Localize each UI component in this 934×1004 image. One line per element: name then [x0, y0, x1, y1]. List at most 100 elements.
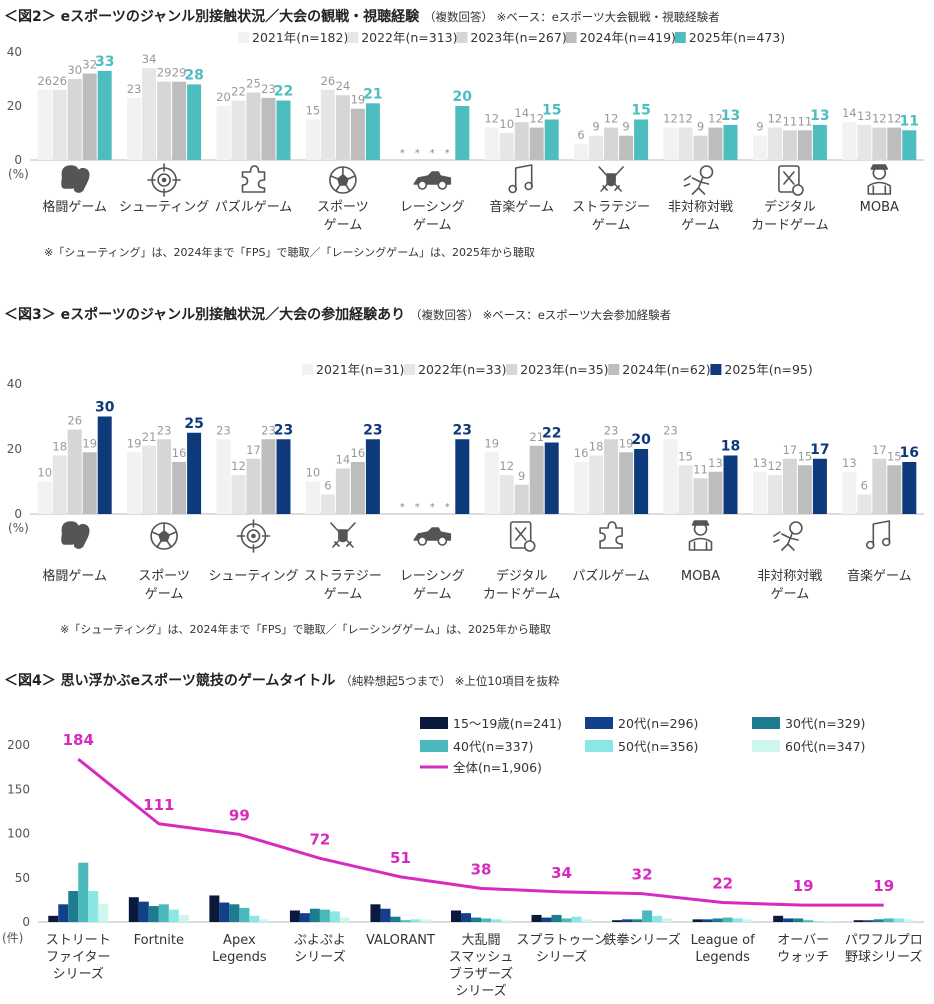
data-label: 25 [246, 77, 261, 91]
bar [370, 904, 381, 922]
legend-label: 2022年(n=313) [361, 30, 457, 45]
line-data-label: 34 [551, 864, 572, 882]
bar [634, 119, 649, 160]
puzzle-icon [241, 165, 266, 193]
category-label: シリーズ [294, 949, 345, 965]
bar [276, 439, 291, 514]
bar [88, 891, 99, 922]
bar [708, 471, 723, 514]
data-label: 21 [529, 430, 544, 444]
bar [752, 471, 767, 514]
data-label: 12 [231, 459, 246, 473]
bar [722, 917, 733, 922]
category-label: ストラテジー [572, 200, 650, 215]
bar [663, 439, 678, 514]
category-label: League of [691, 933, 756, 948]
data-label: 6 [577, 128, 584, 142]
bar [872, 127, 887, 160]
fig2-title: ＜図2＞ eスポーツのジャンル別接触状況／大会の観戦・視聴経験 （複数回答） ※… [4, 9, 720, 25]
line-data-label: 19 [873, 877, 894, 895]
category-label: レーシング [400, 200, 465, 215]
bar [551, 914, 562, 922]
data-label: 11 [783, 114, 798, 128]
category-label: Legends [695, 950, 750, 965]
bar [541, 917, 552, 922]
data-label: 12 [768, 112, 783, 126]
bar [531, 914, 542, 922]
bar [37, 481, 52, 514]
data-label: 22 [231, 85, 246, 99]
bar [883, 918, 894, 922]
boxing-glove-icon-part [73, 523, 90, 549]
line-data-label: 51 [390, 849, 411, 867]
card-game-icon-part [783, 171, 795, 185]
category-label: 音楽ゲーム [847, 568, 912, 584]
boxing-glove-icon-part [73, 167, 90, 193]
boxing-glove-icon [61, 521, 90, 549]
bar [67, 79, 82, 160]
bar [712, 918, 723, 922]
soccer-ball-icon-part [151, 522, 177, 548]
category-label: ストリート [46, 933, 111, 948]
legend-swatch [506, 364, 518, 375]
bar [872, 458, 887, 514]
category-label: MOBA [860, 200, 899, 215]
music-note-icon-part [881, 537, 891, 547]
fig2-y-tick: 40 [7, 45, 22, 59]
bar [499, 133, 514, 160]
chaser-icon-part [691, 177, 710, 195]
bar [229, 904, 240, 922]
data-label: 26 [52, 74, 67, 88]
bar [589, 455, 604, 514]
category-label: VALORANT [366, 933, 435, 948]
bar [451, 910, 461, 922]
category-label: スプラトゥーン [516, 933, 606, 948]
data-label: 26 [321, 74, 336, 88]
data-label: 13 [708, 456, 723, 470]
bar [231, 100, 246, 160]
category-label: 非対称対戦 [757, 569, 822, 584]
puzzle-icon-part [241, 165, 266, 193]
missing-marker: * [400, 502, 405, 513]
bar [335, 468, 350, 514]
bar [514, 122, 529, 160]
category-label: デジタル [496, 568, 548, 584]
legend-swatch [565, 32, 577, 43]
bar [259, 919, 270, 922]
card-game-icon [778, 165, 804, 196]
bar [902, 130, 917, 160]
bar [320, 494, 335, 514]
bar [172, 462, 187, 514]
bar [642, 910, 653, 922]
data-label: 10 [37, 466, 52, 480]
bar [634, 449, 649, 514]
bar [400, 920, 411, 922]
fig4-title: ＜図4＞ 思い浮かぶeスポーツ競技のゲームタイトル （純粋想起5つまで） ※上位… [4, 673, 560, 689]
bar [663, 127, 678, 160]
legend-label: 2025年(n=95) [724, 362, 812, 377]
bar [380, 908, 391, 922]
bar [773, 915, 784, 922]
data-label: 22 [542, 426, 561, 442]
data-label: 30 [95, 400, 115, 416]
legend-label: 60代(n=347) [785, 739, 865, 754]
bar [365, 439, 380, 514]
bar [319, 909, 330, 922]
fig3-unit: (%) [8, 521, 29, 535]
race-car-icon-part [417, 180, 428, 190]
crosshair-icon-part [236, 519, 271, 553]
data-label: 10 [306, 466, 321, 480]
bar [678, 465, 693, 514]
category-label: ゲーム [771, 587, 810, 602]
bar [128, 897, 139, 922]
category-label: 音楽ゲーム [489, 199, 554, 215]
data-label: 20 [453, 89, 473, 105]
bar [187, 84, 202, 160]
category-label: カードゲーム [751, 218, 829, 233]
fig2-note: （複数回答） ※ベース：eスポーツ大会観戦・視聴経験者 [424, 10, 720, 24]
music-note-icon-part [508, 184, 518, 194]
fig4-note: （純粋想起5つまで） ※上位10項目を抜粋 [340, 674, 560, 688]
legend-label: 15～19歳(n=241) [453, 716, 562, 731]
data-label: 30 [67, 63, 82, 77]
bar [97, 70, 112, 160]
